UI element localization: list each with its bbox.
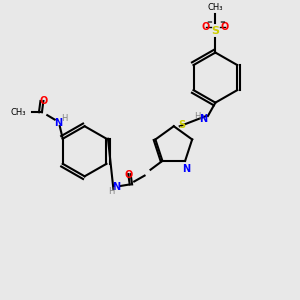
Text: N: N: [112, 182, 120, 192]
Text: =: =: [206, 20, 212, 26]
Text: O: O: [221, 22, 229, 32]
Text: =: =: [219, 20, 225, 26]
Text: N: N: [200, 114, 208, 124]
Text: N: N: [54, 118, 62, 128]
Text: CH₃: CH₃: [208, 3, 223, 12]
Text: S: S: [212, 26, 219, 36]
Text: O: O: [202, 22, 210, 32]
Text: CH₃: CH₃: [10, 108, 26, 117]
Text: O: O: [39, 96, 47, 106]
Text: S: S: [178, 120, 185, 130]
Text: H: H: [61, 114, 68, 123]
Text: H: H: [108, 187, 114, 196]
Text: O: O: [124, 170, 132, 180]
Text: N: N: [183, 164, 191, 174]
Text: H: H: [194, 112, 201, 121]
